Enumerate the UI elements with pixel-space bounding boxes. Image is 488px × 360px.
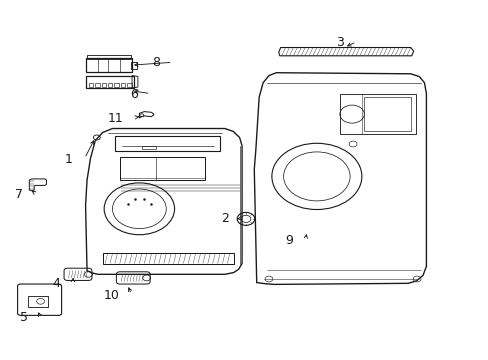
Bar <box>89 83 93 87</box>
Bar <box>85 58 132 72</box>
Bar <box>131 62 137 69</box>
Bar <box>364 97 410 131</box>
Bar <box>127 83 131 87</box>
Bar <box>87 55 130 59</box>
Text: 5: 5 <box>20 311 28 324</box>
Bar <box>95 83 100 87</box>
Bar <box>108 83 112 87</box>
Bar <box>28 296 48 307</box>
Bar <box>120 157 205 180</box>
Text: 6: 6 <box>130 88 138 101</box>
Text: 7: 7 <box>16 188 23 201</box>
Text: 9: 9 <box>285 234 293 247</box>
Text: 3: 3 <box>336 36 344 49</box>
Bar <box>114 83 119 87</box>
Bar <box>102 83 106 87</box>
Bar <box>142 146 156 149</box>
Bar <box>115 136 220 151</box>
Bar <box>121 83 125 87</box>
Text: 8: 8 <box>152 57 160 69</box>
Text: 10: 10 <box>103 289 119 302</box>
Text: 11: 11 <box>107 112 123 125</box>
Text: 4: 4 <box>53 277 61 290</box>
Bar <box>102 253 233 264</box>
Text: 2: 2 <box>221 212 228 225</box>
Text: 1: 1 <box>64 153 72 166</box>
Bar <box>85 76 134 88</box>
Bar <box>339 94 415 134</box>
